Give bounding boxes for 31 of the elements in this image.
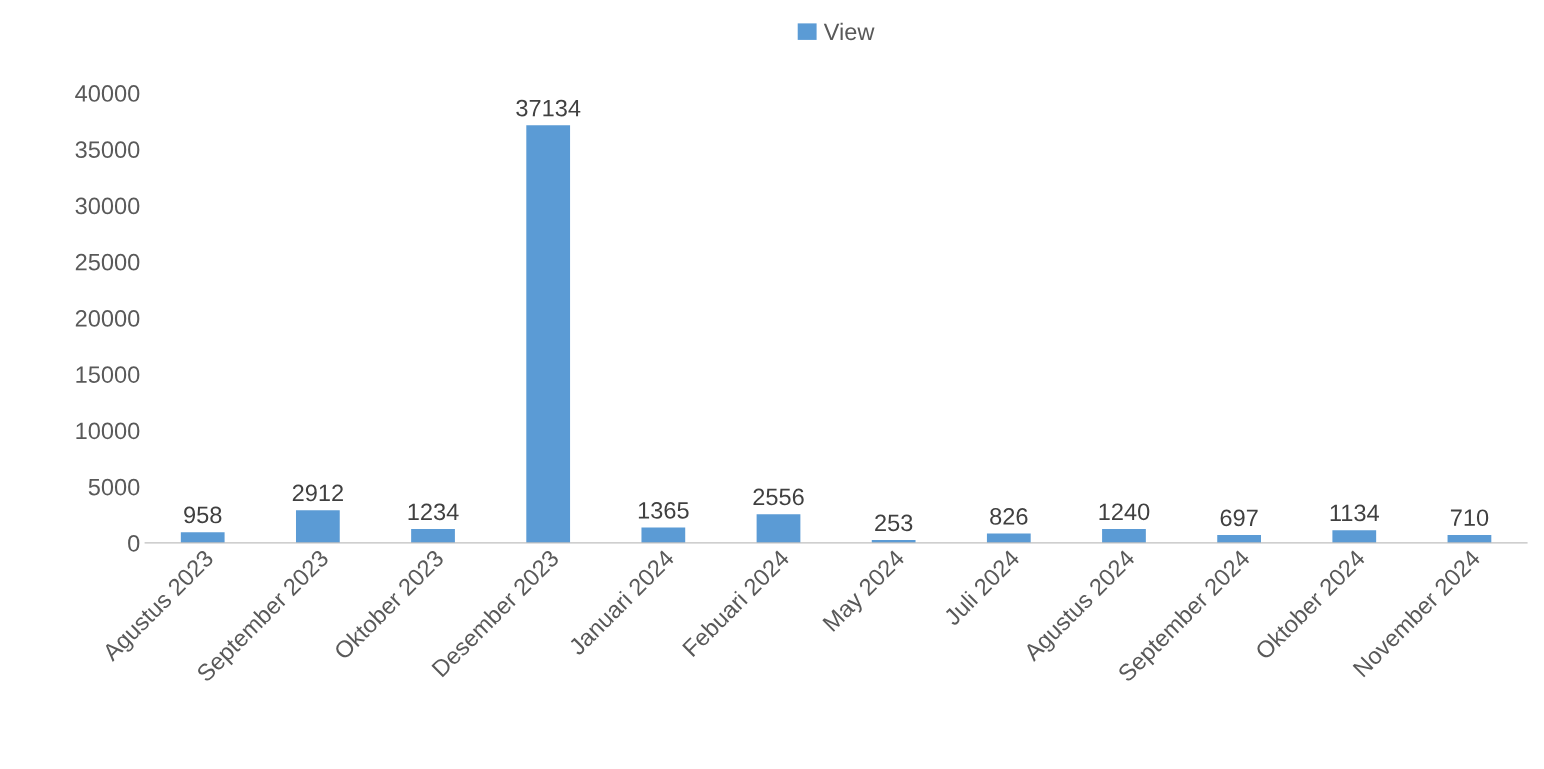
data-label: 253 bbox=[875, 514, 913, 532]
data-label: 1234 bbox=[408, 503, 459, 521]
bar bbox=[756, 514, 801, 543]
y-tick-label: 5000 bbox=[88, 478, 140, 496]
y-tick-label: 10000 bbox=[76, 422, 140, 440]
bar bbox=[295, 510, 340, 543]
y-tick-label: 25000 bbox=[75, 253, 140, 271]
data-label: 958 bbox=[184, 506, 222, 524]
y-tick-label: 0 bbox=[128, 534, 140, 552]
y-tick-label: 35000 bbox=[75, 141, 140, 159]
data-label: 1134 bbox=[1330, 504, 1379, 522]
data-label: 710 bbox=[1450, 509, 1489, 527]
bar bbox=[1217, 535, 1261, 543]
bar bbox=[526, 125, 571, 543]
y-tick-label: 15000 bbox=[76, 366, 140, 383]
data-label: 826 bbox=[990, 508, 1028, 525]
y-tick-label: 20000 bbox=[75, 310, 140, 327]
legend-label: View bbox=[823, 22, 875, 41]
data-label: 2912 bbox=[292, 484, 343, 502]
bar bbox=[641, 527, 686, 543]
data-label: 1240 bbox=[1099, 503, 1150, 521]
data-label: 2556 bbox=[753, 488, 804, 506]
y-tick-label: 40000 bbox=[75, 85, 140, 102]
data-label: 37134 bbox=[516, 99, 581, 117]
bar bbox=[411, 529, 455, 543]
bar bbox=[180, 532, 225, 543]
data-label: 1365 bbox=[638, 502, 689, 519]
bar bbox=[1332, 530, 1377, 543]
data-label: 697 bbox=[1220, 509, 1258, 527]
bar bbox=[1102, 528, 1146, 543]
y-tick-label: 30000 bbox=[75, 197, 140, 215]
